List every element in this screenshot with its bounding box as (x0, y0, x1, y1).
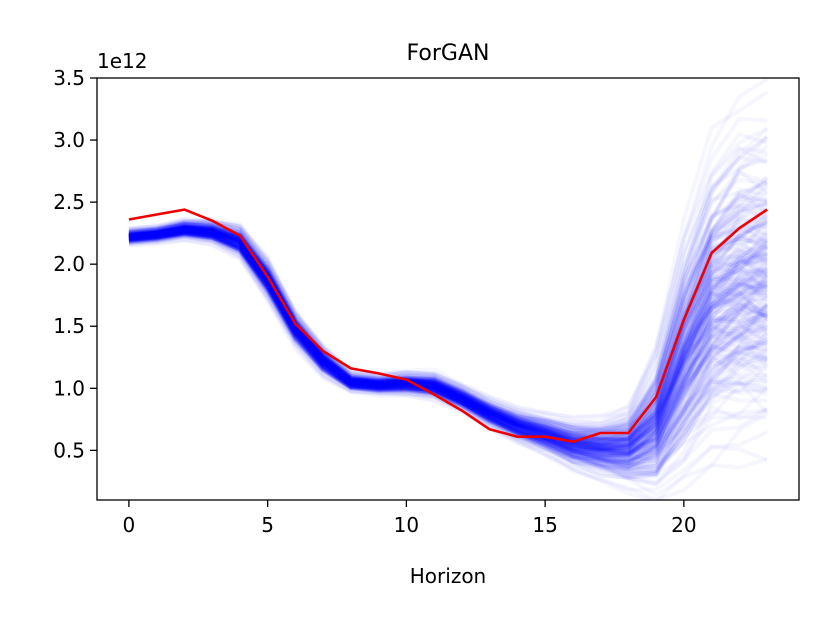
y-tick-label: 3.0 (53, 128, 85, 152)
y-axis-ticks: 0.5 1.0 1.5 2.0 2.5 3.0 3.5 (53, 66, 97, 462)
y-tick-label: 0.5 (53, 438, 85, 462)
actual-series (128, 208, 768, 444)
forecast-sample-lines (129, 79, 767, 501)
y-tick-label: 3.5 (53, 66, 85, 90)
x-axis-ticks: 0 5 10 15 20 (123, 500, 697, 537)
x-tick-label: 15 (532, 513, 557, 537)
y-tick-label: 1.0 (53, 376, 85, 400)
y-tick-label: 1.5 (53, 314, 85, 338)
y-axis-scale-label: 1e12 (97, 49, 147, 73)
y-tick-label: 2.5 (53, 190, 85, 214)
x-tick-label: 20 (671, 513, 696, 537)
series-line-actual (128, 208, 768, 444)
chart-title: ForGAN (407, 41, 490, 66)
x-tick-label: 0 (123, 513, 136, 537)
x-tick-label: 10 (394, 513, 419, 537)
x-tick-label: 5 (261, 513, 274, 537)
y-tick-label: 2.0 (53, 252, 85, 276)
plot-frame (96, 77, 800, 501)
x-axis-label: Horizon (410, 564, 486, 588)
